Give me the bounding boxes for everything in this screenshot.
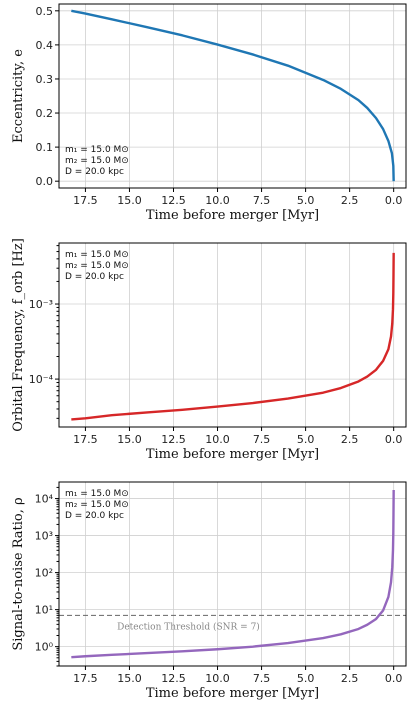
y-tick-label: 0.1 <box>36 141 54 154</box>
chart-2: 17.5 15.0 12.5 10.0 7.5 5.0 2.5 0.0 10⁻⁴ 10⁻³ Time… <box>11 238 407 462</box>
series-line <box>71 252 395 421</box>
x-tick-label: 5.0 <box>297 433 315 446</box>
series-line <box>71 9 395 182</box>
y-tick-label: 10⁰ <box>35 641 54 654</box>
y-tick-label: 0.5 <box>36 5 54 18</box>
y-tick-label: 10⁴ <box>35 493 54 506</box>
annotation-line: D = 20.0 kpc <box>65 272 124 282</box>
x-tick-label: 0.0 <box>385 433 403 446</box>
x-tick-label: 15.0 <box>117 433 142 446</box>
plot-frame <box>58 242 407 428</box>
annotation-line: m₁ = 15.0 M⊙ <box>65 145 129 155</box>
x-tick-label: 2.5 <box>341 433 359 446</box>
annotation-line: m₁ = 15.0 M⊙ <box>65 250 129 260</box>
plot-frame <box>58 3 407 189</box>
annotation-line: m₂ = 15.0 M⊙ <box>65 500 129 510</box>
x-tick-label: 2.5 <box>341 672 359 685</box>
y-tick-label: 0.4 <box>36 39 54 52</box>
x-tick-label: 10.0 <box>205 433 230 446</box>
x-tick-label: 0.0 <box>385 672 403 685</box>
x-tick-label: 2.5 <box>341 194 359 207</box>
x-tick-label: 12.5 <box>161 194 186 207</box>
x-tick-label: 17.5 <box>73 672 98 685</box>
y-tick-label: 10¹ <box>35 604 53 617</box>
x-tick-label: 17.5 <box>73 433 98 446</box>
x-tick-label: 5.0 <box>297 194 315 207</box>
annotation-line: D = 20.0 kpc <box>65 167 124 177</box>
plot-frame <box>58 481 407 667</box>
y-tick-label: 10³ <box>35 530 53 543</box>
x-tick-label: 12.5 <box>161 672 186 685</box>
x-axis-label: Time before merger [Myr] <box>146 208 319 223</box>
x-tick-label: 17.5 <box>73 194 98 207</box>
x-tick-label: 12.5 <box>161 433 186 446</box>
x-tick-label: 7.5 <box>253 194 271 207</box>
x-tick-label: 15.0 <box>117 194 142 207</box>
y-tick-label: 10⁻³ <box>29 298 53 311</box>
threshold-label: Detection Threshold (SNR = 7) <box>117 621 260 632</box>
y-axis-label: Signal-to-noise Ratio, ρ <box>11 497 26 650</box>
annotation-line: m₁ = 15.0 M⊙ <box>65 489 129 499</box>
y-tick-label: 0.0 <box>36 175 54 188</box>
series-line <box>71 490 395 659</box>
x-tick-label: 10.0 <box>205 194 230 207</box>
x-tick-label: 7.5 <box>253 433 271 446</box>
y-tick-label: 0.2 <box>36 107 54 120</box>
y-axis-label: Eccentricity, e <box>11 49 26 143</box>
x-tick-label: 10.0 <box>205 672 230 685</box>
annotation-line: D = 20.0 kpc <box>65 511 124 521</box>
x-tick-label: 15.0 <box>117 672 142 685</box>
annotation-line: m₂ = 15.0 M⊙ <box>65 156 129 166</box>
annotation-line: m₂ = 15.0 M⊙ <box>65 261 129 271</box>
x-tick-label: 5.0 <box>297 672 315 685</box>
x-tick-label: 7.5 <box>253 672 271 685</box>
x-axis-label: Time before merger [Myr] <box>146 686 319 701</box>
chart-3: Detection Threshold (SNR = 7) 17.5 15.0 12.… <box>11 481 407 701</box>
y-tick-label: 10⁻⁴ <box>29 373 54 386</box>
chart-1: 17.5 15.0 12.5 10.0 7.5 5.0 2.5 0.0 0.0 0.1 0.2 0.3… <box>11 3 407 223</box>
y-tick-label: 0.3 <box>36 73 54 86</box>
x-axis-label: Time before merger [Myr] <box>146 447 319 462</box>
y-axis-label: Orbital Frequency, f_orb [Hz] <box>11 238 26 432</box>
y-tick-label: 10² <box>35 567 53 580</box>
x-tick-label: 0.0 <box>385 194 403 207</box>
